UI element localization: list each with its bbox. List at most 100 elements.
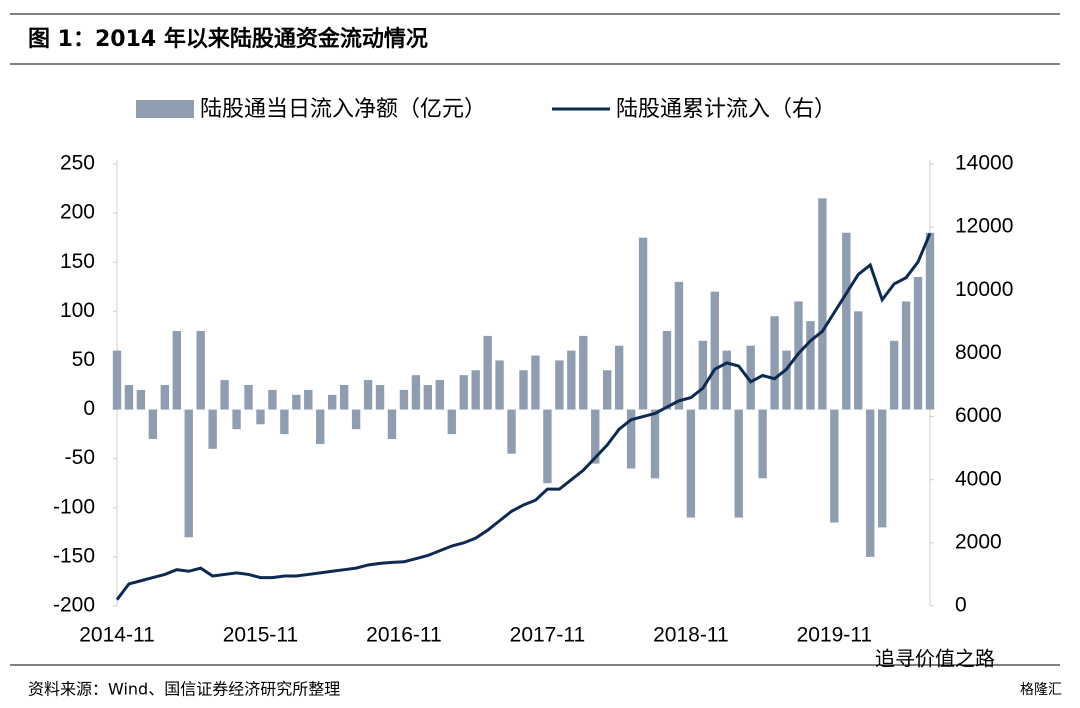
bar	[292, 394, 301, 410]
bar	[531, 355, 540, 410]
y-tick-label: 0	[83, 397, 95, 420]
y2-tick-label: 8000	[955, 341, 1002, 364]
bar	[555, 360, 564, 410]
bar	[770, 316, 779, 410]
y-tick-label: 250	[60, 152, 95, 175]
bar	[722, 350, 731, 410]
bar	[638, 237, 648, 410]
bar	[913, 276, 923, 410]
bar	[459, 375, 468, 410]
bar	[674, 281, 684, 410]
line	[115, 232, 932, 601]
bar	[662, 330, 672, 410]
bar	[758, 409, 767, 479]
bar	[148, 409, 158, 440]
bar	[854, 311, 863, 410]
bar	[184, 409, 193, 538]
legend-swatch	[136, 100, 194, 118]
bar	[172, 330, 181, 410]
bar	[363, 380, 373, 410]
bar	[256, 409, 265, 425]
bar	[435, 380, 444, 410]
x-tick-label: 2019-11	[797, 624, 873, 647]
y-tick-label: 50	[72, 348, 95, 371]
bar	[304, 389, 313, 410]
bar	[901, 301, 911, 410]
y2-tick-label: 10000	[955, 278, 1013, 301]
bar	[268, 389, 277, 410]
bar	[925, 232, 935, 410]
bar	[351, 409, 361, 430]
x-tick-label: 2014-11	[79, 624, 155, 647]
bar	[328, 394, 337, 410]
y-tick-label: -150	[53, 544, 95, 567]
bar	[579, 335, 588, 410]
x-tick-label: 2017-11	[510, 624, 586, 647]
legend-label: 陆股通当日流入净额（亿元）	[200, 97, 486, 122]
bar	[136, 389, 146, 410]
chart-title: 图 1：2014 年以来陆股通资金流动情况	[28, 26, 428, 52]
bar	[591, 409, 600, 464]
bar	[232, 409, 241, 430]
bar	[650, 409, 660, 479]
bar	[818, 198, 827, 410]
y2-tick-label: 14000	[955, 152, 1013, 175]
bar	[567, 350, 576, 410]
bar	[375, 385, 385, 410]
bar	[626, 409, 636, 469]
bar	[603, 370, 612, 410]
bar	[196, 330, 205, 410]
bar	[423, 385, 433, 410]
bar	[280, 409, 289, 435]
y-tick-label: 100	[60, 299, 95, 322]
bar	[495, 360, 504, 410]
y2-tick-label: 2000	[955, 530, 1002, 553]
y-tick-label: 150	[60, 250, 95, 273]
logo: 格隆汇	[1020, 682, 1062, 698]
bar	[507, 409, 516, 454]
bar	[782, 350, 791, 410]
bar	[543, 409, 552, 484]
watermark: 追寻价值之路	[875, 647, 995, 671]
source-note: 资料来源：Wind、国信证券经济研究所整理	[28, 680, 340, 699]
bar	[112, 350, 122, 410]
bar	[220, 380, 229, 410]
bar	[866, 409, 875, 557]
bar	[842, 232, 851, 410]
y-tick-label: -100	[53, 495, 95, 518]
x-tick-label: 2015-11	[223, 624, 299, 647]
bar	[471, 370, 480, 410]
y2-tick-label: 6000	[955, 404, 1002, 427]
bar	[208, 409, 217, 449]
y2-tick-label: 12000	[955, 215, 1013, 238]
bar	[746, 345, 755, 410]
y2-tick-label: 0	[955, 594, 967, 617]
bar	[124, 385, 134, 410]
bar	[614, 345, 624, 410]
y-tick-label: -50	[65, 446, 95, 469]
bar	[244, 385, 253, 410]
y-tick-label: 200	[60, 201, 95, 224]
bar	[387, 409, 397, 440]
y2-tick-label: 4000	[955, 467, 1002, 490]
bar	[734, 409, 743, 518]
bar	[399, 389, 409, 410]
bar	[519, 370, 528, 410]
bar	[339, 385, 349, 410]
y-tick-label: -200	[53, 594, 95, 617]
bar	[877, 409, 887, 528]
x-tick-label: 2016-11	[366, 624, 442, 647]
bar	[316, 409, 325, 444]
bar	[806, 321, 815, 410]
bar	[698, 340, 708, 410]
bar	[411, 375, 421, 410]
bar	[889, 340, 899, 410]
bar	[686, 409, 696, 518]
x-tick-label: 2018-11	[653, 624, 729, 647]
bar	[710, 291, 719, 410]
bar	[447, 409, 456, 435]
bar	[160, 385, 170, 410]
legend-label: 陆股通累计流入（右）	[616, 97, 836, 122]
bar	[830, 409, 839, 523]
